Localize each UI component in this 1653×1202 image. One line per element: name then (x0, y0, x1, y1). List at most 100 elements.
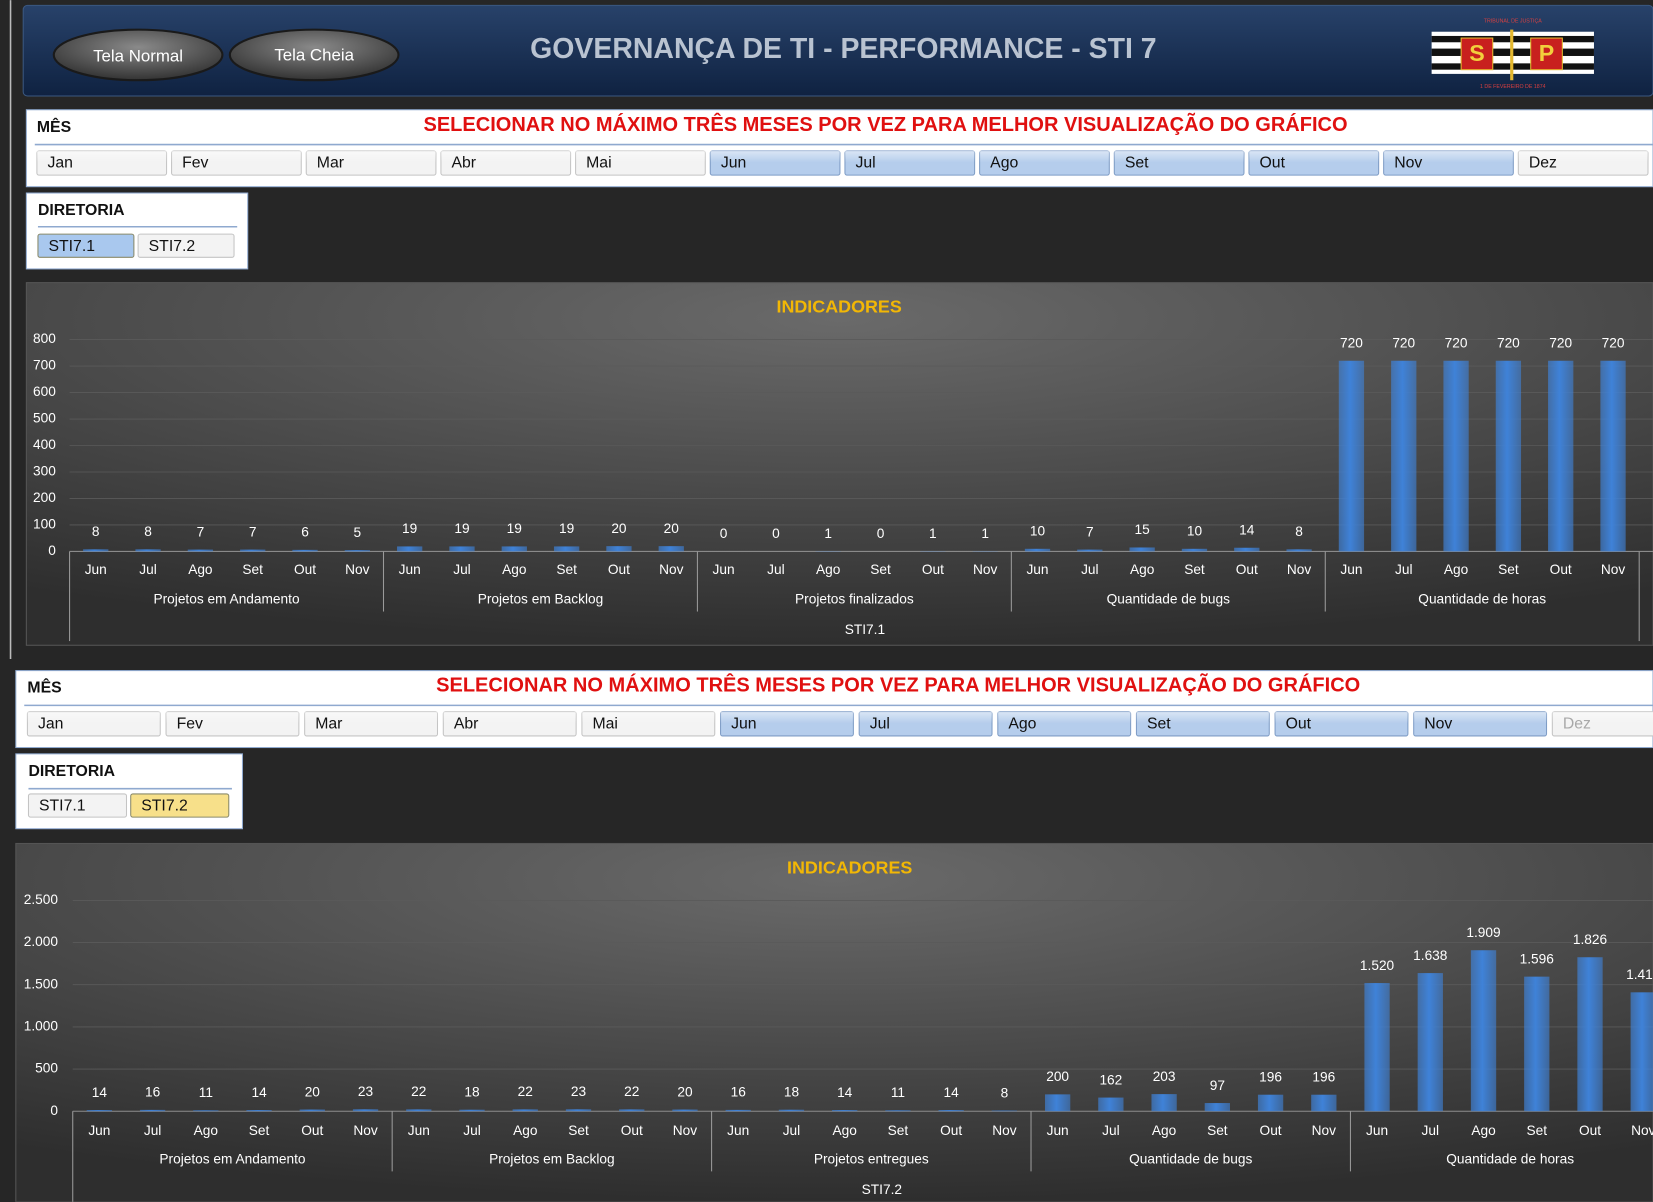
bar (1470, 950, 1497, 1112)
month-button-label[interactable]: Jul (870, 716, 890, 733)
month-button-label[interactable]: Dez (1563, 716, 1591, 733)
month-button[interactable]: Mar (304, 711, 439, 737)
month-button-label[interactable]: Ago (1008, 716, 1036, 733)
month-button[interactable]: Jul (844, 150, 976, 176)
month-button-gloss (1275, 711, 1408, 724)
data-label: 162 (1099, 1072, 1122, 1087)
data-label: 14 (1239, 523, 1255, 538)
bar (397, 546, 423, 552)
data-label: 196 (1312, 1069, 1335, 1084)
month-button[interactable]: Jan (26, 711, 161, 737)
month-button-label[interactable]: Mai (592, 716, 617, 733)
bar (135, 549, 161, 552)
month-button-label[interactable]: Mai (586, 155, 611, 172)
month-button-label[interactable]: Set (1147, 716, 1171, 733)
month-button-label[interactable]: Jul (855, 155, 875, 172)
month-button-label[interactable]: Jan (38, 716, 63, 733)
directorate-button-label[interactable]: STI7.2 (149, 238, 196, 255)
month-button[interactable]: Nov (1413, 711, 1548, 737)
month-button[interactable]: Mai (575, 150, 706, 176)
month-button[interactable]: Mar (305, 150, 437, 176)
y-tick-label: 600 (33, 384, 56, 399)
data-label: 1.638 (1413, 948, 1448, 963)
x-tick-label: Nov (1312, 1123, 1336, 1138)
month-button-label[interactable]: Fev (182, 155, 208, 172)
month-button[interactable]: Out (1248, 150, 1380, 176)
month-button-label[interactable]: Abr (454, 716, 479, 733)
month-button-label[interactable]: Jun (731, 716, 756, 733)
month-button-gloss (171, 150, 302, 163)
x-tick-label: Jun (1366, 1123, 1388, 1138)
data-label: 19 (507, 521, 522, 536)
x-tick-label: Set (870, 562, 891, 577)
month-button-label[interactable]: Set (1125, 155, 1149, 172)
month-button[interactable]: Jul (858, 711, 993, 737)
data-label: 19 (559, 521, 574, 536)
month-button[interactable]: Fev (171, 150, 302, 176)
directorate-button-label[interactable]: STI7.1 (48, 238, 95, 255)
month-button[interactable]: Abr (442, 711, 577, 737)
month-button-label[interactable]: Out (1286, 716, 1312, 733)
month-button-label[interactable]: Dez (1529, 155, 1557, 172)
chart-title: INDICADORES (787, 858, 912, 878)
directorate-button-label[interactable]: STI7.2 (141, 798, 188, 815)
month-button-label[interactable]: Ago (990, 155, 1018, 172)
x-tick-label: Ago (513, 1123, 538, 1138)
header-button-label[interactable]: Tela Cheia (274, 45, 354, 64)
month-button[interactable]: Abr (440, 150, 572, 176)
x-tick-label: Jun (727, 1123, 749, 1138)
month-button-label[interactable]: Out (1260, 155, 1286, 172)
month-button[interactable]: Jan (36, 150, 168, 176)
data-label: 20 (677, 1084, 693, 1099)
month-button[interactable]: Out (1274, 711, 1409, 737)
directorate-button[interactable] (137, 233, 235, 258)
bar (459, 1109, 485, 1112)
month-button-label[interactable]: Nov (1424, 716, 1452, 733)
x-tick-label: Set (242, 562, 263, 577)
filter-panel: MÊS SELECIONAR NO MÁXIMO TRÊS MESES POR V… (25, 109, 1653, 270)
data-label: 1.909 (1466, 925, 1500, 940)
bar (885, 1110, 911, 1112)
data-label: 203 (1153, 1069, 1176, 1084)
month-button[interactable]: Jun (709, 150, 841, 176)
data-label: 720 (1392, 336, 1415, 351)
slicer-label: MÊS (37, 117, 71, 136)
header-button[interactable] (228, 28, 400, 82)
directorate-button-label[interactable]: STI7.1 (39, 798, 86, 815)
directorate-button[interactable] (37, 233, 135, 258)
data-label: 1 (981, 526, 989, 541)
month-button-label[interactable]: Fev (177, 716, 203, 733)
bar (1630, 992, 1653, 1112)
month-button-gloss (979, 150, 1110, 163)
month-button[interactable]: Set (1113, 150, 1245, 176)
x-tick-label: Out (940, 1123, 962, 1138)
month-button-label[interactable]: Jan (47, 155, 72, 172)
directorate-button[interactable] (27, 793, 128, 818)
directorate-button[interactable] (130, 793, 230, 818)
month-button-label[interactable]: Jun (721, 155, 746, 172)
month-button[interactable]: Dez (1551, 711, 1653, 737)
month-button[interactable]: Ago (979, 150, 1110, 176)
month-button-label[interactable]: Mar (315, 716, 342, 733)
month-button-label[interactable]: Abr (451, 155, 476, 172)
data-label: 20 (611, 521, 627, 536)
month-button[interactable]: Dez (1517, 150, 1649, 176)
month-button-gloss (304, 711, 438, 724)
month-button[interactable]: Fev (165, 711, 300, 737)
month-button[interactable]: Mai (581, 711, 716, 737)
month-button[interactable]: Jun (720, 711, 854, 737)
x-tick-label: Out (301, 1123, 323, 1138)
month-button[interactable]: Set (1135, 711, 1270, 737)
month-button[interactable]: Nov (1383, 150, 1514, 176)
x-tick-label: Nov (1601, 562, 1625, 577)
bar (725, 1109, 751, 1112)
month-button-label[interactable]: Mar (317, 155, 344, 172)
header-button[interactable] (52, 28, 224, 82)
x-tick-label: Jul (1422, 1123, 1440, 1138)
month-button-label[interactable]: Nov (1394, 155, 1422, 172)
x-tick-label: Jun (88, 1123, 110, 1138)
month-button[interactable]: Ago (997, 711, 1132, 737)
y-tick-label: 300 (33, 464, 56, 479)
header-button-label[interactable]: Tela Normal (93, 46, 183, 65)
x-tick-label: Jul (1081, 562, 1099, 577)
